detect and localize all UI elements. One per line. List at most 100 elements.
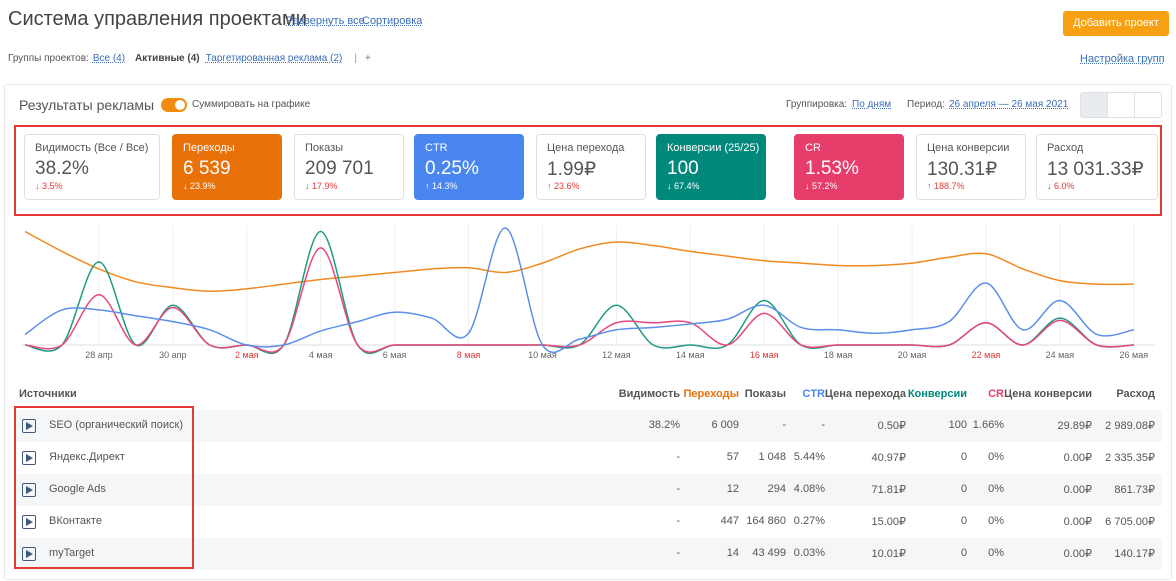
metric-card[interactable]: Конверсии (25/25) 100 ↓ 67.4% bbox=[656, 134, 766, 200]
x-tick-label: 22 мая bbox=[972, 350, 1001, 360]
table-cell: 0 bbox=[960, 483, 967, 495]
source-name: myTarget bbox=[49, 547, 95, 559]
table-cell: 0 bbox=[960, 515, 967, 527]
table-cell: 15.00₽ bbox=[871, 516, 906, 528]
table-cell: - bbox=[676, 451, 680, 463]
table-cell: 2 335.35₽ bbox=[1105, 452, 1155, 464]
view-option[interactable] bbox=[1108, 93, 1135, 117]
table-header: Источники bbox=[19, 388, 77, 400]
metric-card[interactable]: Цена перехода 1.99₽ ↑ 23.6% bbox=[536, 134, 646, 200]
metric-card[interactable]: Цена конверсии 130.31₽ ↑ 188.7% bbox=[916, 134, 1026, 200]
metric-label: Цена перехода bbox=[547, 142, 625, 154]
metric-card[interactable]: Переходы 6 539 ↓ 23.9% bbox=[172, 134, 282, 200]
table-cell: 29.89₽ bbox=[1057, 420, 1092, 432]
metric-label: Цена конверсии bbox=[927, 142, 1010, 154]
table-cell: 0.00₽ bbox=[1063, 516, 1092, 528]
metric-card[interactable]: CR 1.53% ↓ 57.2% bbox=[794, 134, 904, 200]
metric-value: 130.31₽ bbox=[927, 159, 998, 180]
x-tick-label: 30 апр bbox=[159, 350, 186, 360]
metric-value: 6 539 bbox=[183, 158, 231, 179]
x-tick-label: 6 мая bbox=[383, 350, 407, 360]
expand-button[interactable] bbox=[22, 419, 36, 433]
x-tick-label: 14 мая bbox=[676, 350, 705, 360]
period-select[interactable]: 26 апреля — 26 мая 2021 bbox=[949, 99, 1069, 110]
column-header: CR bbox=[988, 388, 1004, 400]
x-tick-label: 26 мая bbox=[1120, 350, 1149, 360]
table-cell: - bbox=[676, 483, 680, 495]
metric-change: ↑ 23.6% bbox=[547, 181, 580, 191]
table-cell: 0.03% bbox=[793, 547, 825, 559]
table-cell: 1.66% bbox=[972, 419, 1004, 431]
source-name: Яндекс.Директ bbox=[49, 451, 125, 463]
expand-link[interactable]: Развернуть все bbox=[286, 15, 365, 27]
metric-label: Видимость (Все / Все) bbox=[35, 142, 149, 154]
metric-change: ↑ 188.7% bbox=[927, 181, 965, 191]
expand-button[interactable] bbox=[22, 515, 36, 529]
group-tab[interactable]: Все (4) bbox=[92, 53, 126, 64]
table-row[interactable]: ВКонтакте - 447 164 860 0.27% 15.00₽ 0 0% 0.00₽ 6… bbox=[14, 506, 1162, 538]
table-row[interactable]: SEO (органический поиск) 38.2% 6 009 - - 0.50… bbox=[14, 410, 1162, 442]
metric-value: 1.99₽ bbox=[547, 159, 597, 180]
x-tick-label: 8 мая bbox=[457, 350, 481, 360]
metric-change: ↓ 67.4% bbox=[667, 181, 700, 191]
separator: | bbox=[354, 53, 357, 64]
column-header: Видимость bbox=[618, 388, 680, 400]
table-cell: - bbox=[676, 547, 680, 559]
grouping-select[interactable]: По дням bbox=[852, 99, 892, 110]
x-tick-label: 28 апр bbox=[85, 350, 112, 360]
table-cell: 1 048 bbox=[758, 451, 786, 463]
x-tick-label: 2 мая bbox=[235, 350, 259, 360]
expand-button[interactable] bbox=[22, 547, 36, 561]
grouping-label: Группировка: bbox=[786, 99, 848, 110]
table-cell: 0 bbox=[960, 547, 967, 559]
metric-card[interactable]: CTR 0.25% ↑ 14.3% bbox=[414, 134, 524, 200]
metric-label: CTR bbox=[425, 142, 448, 154]
column-header: Переходы bbox=[683, 388, 739, 400]
group-settings-link[interactable]: Настройка групп bbox=[1080, 53, 1165, 65]
table-cell: 447 bbox=[720, 515, 739, 527]
table-cell: 0% bbox=[988, 515, 1004, 527]
metric-card[interactable]: Показы 209 701 ↓ 17.9% bbox=[294, 134, 404, 200]
expand-button[interactable] bbox=[22, 451, 36, 465]
table-cell: - bbox=[676, 515, 680, 527]
results-panel bbox=[4, 84, 1172, 580]
group-tab[interactable]: Активные (4) bbox=[135, 53, 200, 64]
view-switcher bbox=[1080, 92, 1162, 118]
table-row[interactable]: Google Ads - 12 294 4.08% 71.81₽ 0 0% 0.00₽ 861.7… bbox=[14, 474, 1162, 506]
metric-card[interactable]: Видимость (Все / Все) 38.2% ↓ 3.5% bbox=[24, 134, 160, 200]
x-tick-label: 4 мая bbox=[309, 350, 333, 360]
table-row[interactable]: Яндекс.Директ - 57 1 048 5.44% 40.97₽ 0 0% 0.00₽… bbox=[14, 442, 1162, 474]
metric-change: ↓ 23.9% bbox=[183, 181, 216, 191]
table-cell: 0% bbox=[988, 483, 1004, 495]
panel-title: Результаты рекламы bbox=[19, 97, 155, 113]
series-line bbox=[24, 230, 1134, 292]
sort-link[interactable]: Сортировка bbox=[362, 15, 423, 27]
table-cell: 140.17₽ bbox=[1114, 548, 1155, 560]
column-header: CTR bbox=[802, 388, 825, 400]
expand-button[interactable] bbox=[22, 483, 36, 497]
table-cell: 0.00₽ bbox=[1063, 548, 1092, 560]
view-option[interactable] bbox=[1081, 93, 1108, 117]
table-cell: 0.50₽ bbox=[877, 420, 906, 432]
sum-toggle[interactable] bbox=[161, 98, 187, 112]
x-tick-label: 10 мая bbox=[528, 350, 557, 360]
highlight-box bbox=[14, 406, 194, 569]
group-tab[interactable]: Таргетированная реклама (2) bbox=[205, 53, 343, 64]
groups-label: Группы проектов: bbox=[8, 53, 89, 64]
add-project-button[interactable]: Добавить проект bbox=[1063, 11, 1169, 36]
metric-card[interactable]: Расход 13 031.33₽ ↓ 6.0% bbox=[1036, 134, 1158, 200]
table-cell: 40.97₽ bbox=[871, 452, 906, 464]
source-name: Google Ads bbox=[49, 483, 106, 495]
table-cell: 38.2% bbox=[648, 419, 680, 431]
column-header: Показы bbox=[744, 388, 786, 400]
column-header: Цена конверсии bbox=[1004, 388, 1092, 400]
view-option[interactable] bbox=[1135, 93, 1161, 117]
table-cell: 5.44% bbox=[793, 451, 825, 463]
table-cell: 2 989.08₽ bbox=[1105, 420, 1155, 432]
table-cell: 294 bbox=[767, 483, 786, 495]
table-row[interactable]: myTarget - 14 43 499 0.03% 10.01₽ 0 0% 0.00₽ 140.… bbox=[14, 538, 1162, 570]
add-group[interactable]: + bbox=[364, 53, 371, 64]
table-cell: 71.81₽ bbox=[871, 484, 906, 496]
x-tick-label: 18 мая bbox=[824, 350, 853, 360]
